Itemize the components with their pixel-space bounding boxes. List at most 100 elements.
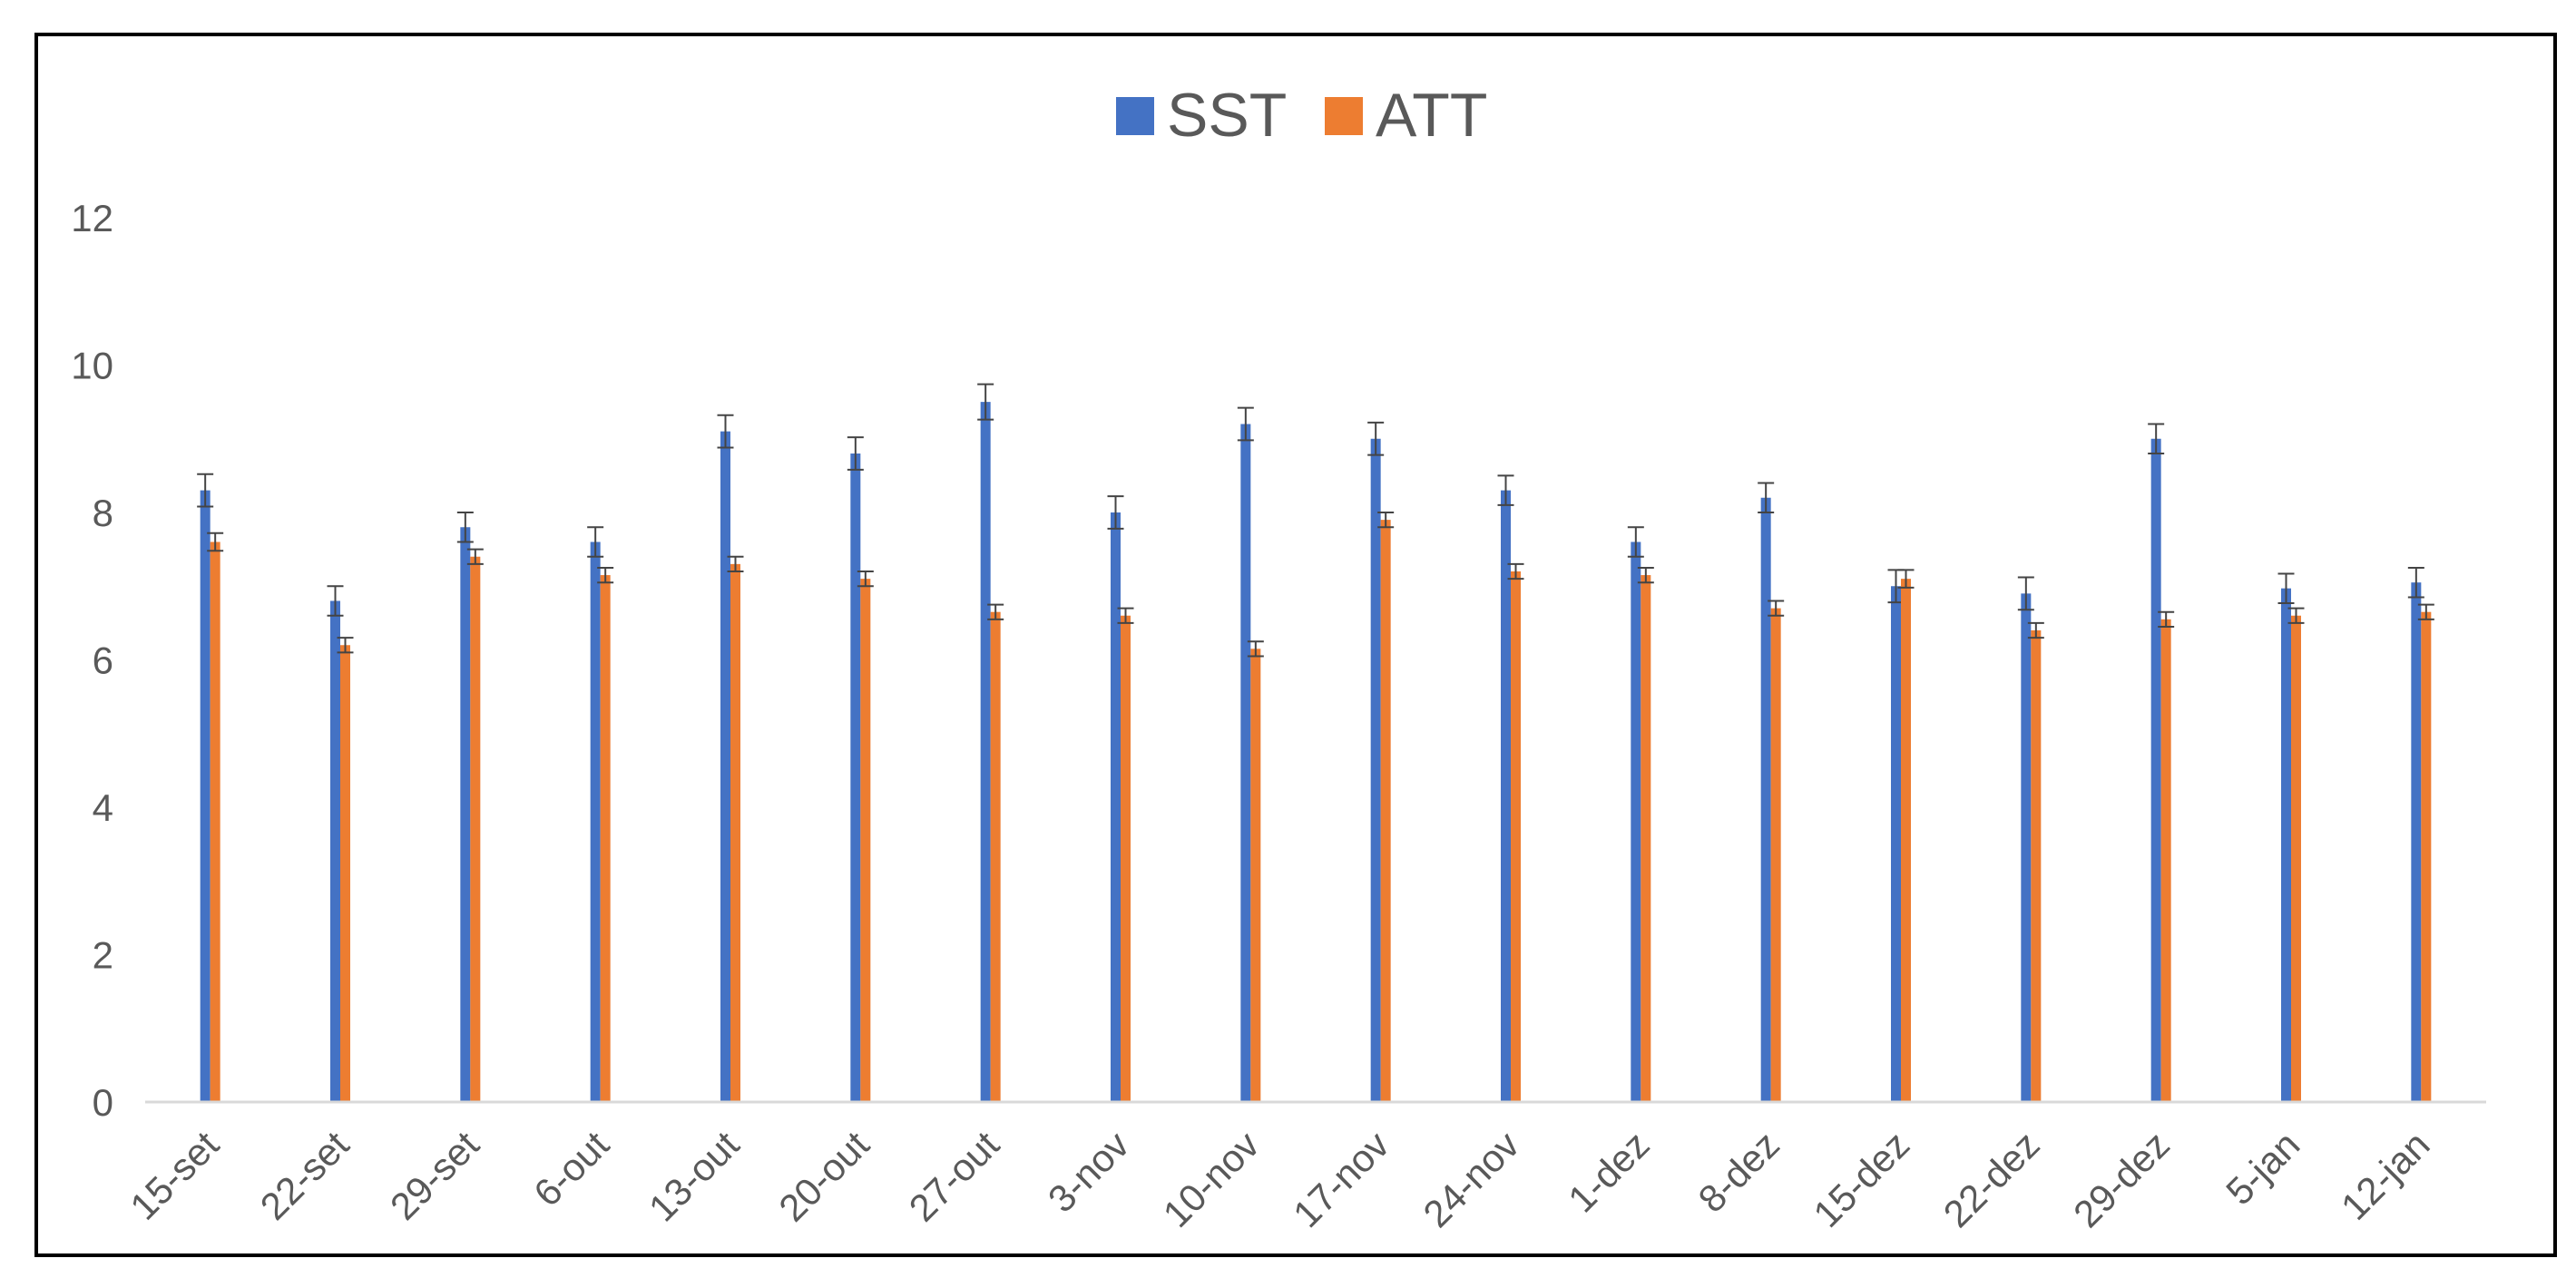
bars (197, 383, 2434, 1102)
x-tick-label: 29-set (382, 1123, 487, 1228)
bar-att (2291, 615, 2301, 1102)
error-bar-att (727, 555, 744, 572)
bar-att (2160, 619, 2171, 1102)
y-tick-label: 10 (71, 345, 113, 387)
x-tick-label: 22-set (252, 1123, 358, 1228)
x-tick-label: 15-set (122, 1123, 227, 1228)
error-bar-sst (2407, 566, 2424, 599)
x-tick-label: 6-out (525, 1123, 617, 1214)
x-tick-label: 1-dez (1560, 1123, 1658, 1221)
error-bar-att (207, 532, 224, 552)
x-tick-label: 27-out (901, 1123, 1008, 1230)
error-bar-att (2027, 621, 2044, 639)
error-bar-sst (2277, 572, 2295, 604)
error-bar-att (1897, 569, 1915, 589)
x-tick-label: 5-jan (2218, 1123, 2307, 1213)
legend-label-att: ATT (1376, 81, 1487, 150)
y-tick-label: 4 (93, 786, 113, 829)
error-bar-att (337, 637, 354, 654)
x-tick-label: 22-dez (1935, 1123, 2048, 1235)
bar-sst (2150, 438, 2161, 1102)
error-bar-sst (1367, 421, 1385, 456)
bar-att (600, 575, 611, 1102)
bar-sst (1111, 512, 1121, 1102)
y-tick-label: 12 (71, 197, 113, 239)
chart-frame (34, 33, 2557, 1257)
bar-sst (590, 541, 601, 1102)
x-tick-label: 29-dez (2065, 1123, 2178, 1235)
error-bar-att (987, 603, 1004, 620)
y-tick-label: 6 (93, 639, 113, 682)
error-bar-sst (717, 414, 734, 449)
legend-label-sst: SST (1167, 81, 1287, 150)
bar-att (1641, 575, 1651, 1102)
error-bar-sst (2017, 576, 2034, 611)
error-bar-att (1507, 562, 1524, 580)
bar-att (1121, 615, 1131, 1102)
x-tick-label: 8-dez (1690, 1123, 1788, 1221)
error-bar-att (1247, 640, 1264, 658)
error-bar-sst (1497, 474, 1514, 506)
x-tick-label: 24-nov (1415, 1123, 1527, 1235)
error-bar-sst (1107, 495, 1124, 530)
error-bar-sst (327, 585, 344, 617)
error-bar-sst (1627, 526, 1644, 558)
error-bar-att (2287, 607, 2305, 624)
error-bar-sst (847, 436, 864, 471)
bar-att (1380, 520, 1391, 1102)
error-bar-sst (1237, 406, 1254, 442)
error-bar-sst (587, 526, 604, 558)
x-tick-label: 20-out (770, 1123, 877, 1230)
y-tick-label: 2 (93, 934, 113, 977)
x-tick-label: 10-nov (1155, 1123, 1268, 1235)
bar-sst (1891, 586, 1901, 1102)
error-bar-att (2417, 603, 2434, 620)
bar-sst (980, 402, 991, 1102)
legend-swatch-sst (1116, 97, 1154, 135)
error-bar-att (1117, 607, 1134, 624)
bar-sst (1370, 438, 1381, 1102)
bar-att (1901, 579, 1911, 1102)
legend-swatch-att (1325, 97, 1363, 135)
error-bar-sst (977, 383, 994, 421)
x-tick-label: 15-dez (1805, 1123, 1917, 1235)
bar-att (1770, 608, 1781, 1102)
bar-sst (330, 600, 340, 1102)
y-tick-label: 8 (93, 492, 113, 534)
error-bar-sst (197, 473, 214, 508)
error-bar-sst (2148, 423, 2165, 454)
y-axis: 0 2 4 6 8 10 12 (71, 197, 113, 1124)
bar-sst (2281, 588, 2291, 1102)
bar-att (470, 556, 481, 1102)
x-tick-label: 3-nov (1040, 1123, 1138, 1221)
bar-sst (850, 454, 861, 1102)
x-tick-label: 13-out (641, 1123, 748, 1230)
bar-att (730, 563, 740, 1102)
bar-att (2031, 630, 2042, 1102)
bar-sst (2021, 593, 2032, 1102)
error-bar-sst (456, 512, 474, 543)
bar-sst (1631, 541, 1641, 1102)
x-axis: 15-set 22-set 29-set 6-out 13-out 20-out 27-ou… (122, 1100, 2486, 1235)
bar-sst (460, 527, 471, 1102)
bar-att (1511, 571, 1521, 1102)
bar-att (210, 541, 220, 1102)
bar-sst (1501, 490, 1511, 1102)
bar-sst (720, 431, 730, 1102)
bar-sst (1760, 497, 1771, 1102)
error-bar-att (2158, 610, 2175, 628)
error-bar-att (1768, 600, 1785, 617)
error-bar-att (466, 548, 484, 565)
error-bar-att (597, 566, 614, 584)
error-bar-att (1377, 512, 1395, 529)
error-bar-sst (1758, 482, 1775, 513)
bar-att (2421, 611, 2432, 1102)
bar-att (1250, 649, 1261, 1102)
x-tick-label: 17-nov (1285, 1123, 1397, 1235)
bar-sst (2411, 582, 2422, 1102)
bar-att (340, 645, 350, 1102)
legend: SST ATT (1116, 81, 1487, 150)
x-tick-label: 12-jan (2333, 1123, 2438, 1228)
bar-att (860, 579, 871, 1102)
